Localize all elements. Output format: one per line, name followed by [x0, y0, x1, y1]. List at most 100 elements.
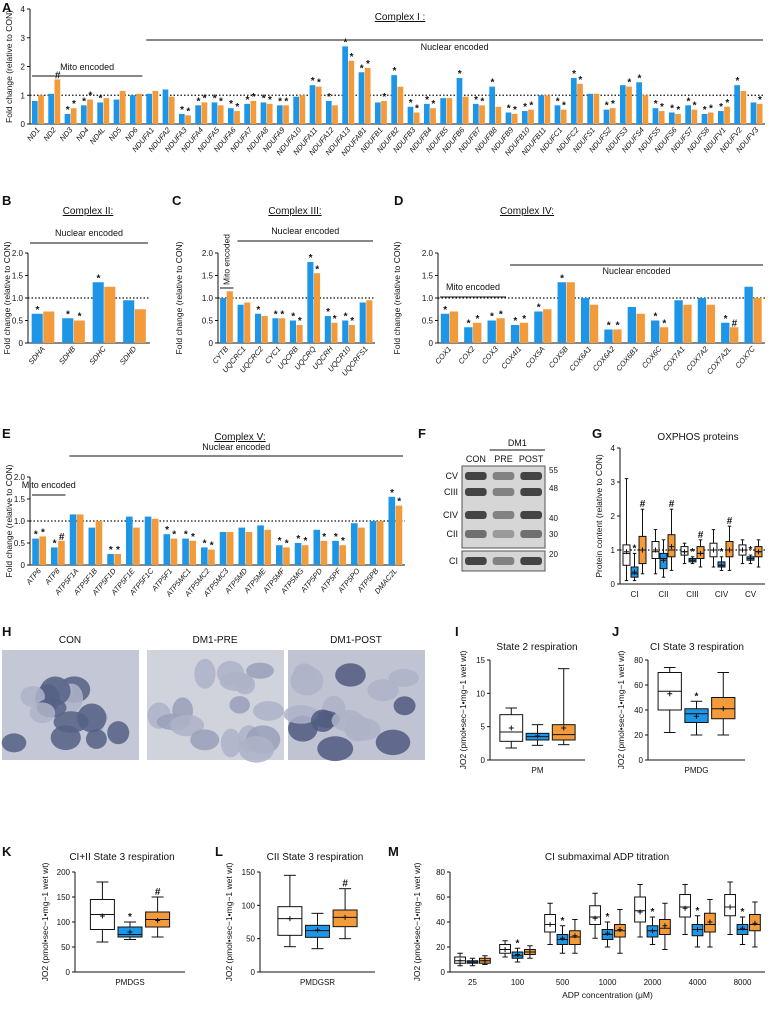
y-tick-label: 0 — [429, 339, 434, 348]
x-tick-label: PM — [532, 766, 544, 775]
bar — [706, 304, 715, 343]
bar — [73, 320, 85, 343]
bar — [307, 262, 314, 343]
significance-mark: * — [165, 525, 169, 536]
significance-mark: * — [523, 102, 527, 113]
significance-mark: * — [724, 314, 728, 325]
bar — [70, 108, 77, 124]
bar — [162, 89, 169, 124]
significance-mark: * — [285, 538, 289, 549]
y-tick-label: 1.0 — [14, 517, 26, 526]
mean-marker — [99, 913, 105, 919]
x-tick-label: COX7A2L — [705, 345, 734, 377]
significance-mark: * — [561, 916, 565, 927]
significance-mark: * — [278, 536, 282, 547]
x-tick-label: COX4I1 — [499, 345, 523, 371]
y-tick-label: 100 — [242, 901, 256, 910]
blot-band — [465, 557, 487, 565]
panel-letter: B — [2, 193, 11, 208]
bracket-label: Mito encoded — [60, 62, 114, 72]
mean-marker — [727, 904, 733, 910]
mean-marker — [756, 549, 762, 555]
mean-marker — [605, 930, 610, 936]
bar — [701, 113, 708, 124]
panel-letter: G — [592, 426, 602, 441]
significance-mark: * — [317, 78, 321, 89]
mean-marker — [482, 958, 488, 964]
significance-mark: * — [467, 318, 471, 329]
bar — [257, 525, 264, 565]
y-tick-label: 60 — [634, 681, 643, 690]
significance-mark: * — [303, 536, 307, 547]
panel-letter: M — [388, 844, 399, 859]
y-tick-label: 150 — [57, 893, 71, 902]
significance-mark: * — [392, 66, 396, 77]
marker-label: 20 — [549, 550, 558, 559]
bar — [31, 313, 43, 343]
significance-mark: * — [474, 95, 478, 106]
lane-label: POST — [519, 454, 544, 464]
marker-label: 30 — [549, 530, 558, 539]
significance-mark: # — [732, 318, 738, 329]
mean-marker — [287, 916, 293, 922]
bar — [487, 320, 496, 343]
bar — [366, 300, 373, 343]
mean-marker — [690, 557, 695, 563]
significance-mark: * — [443, 305, 447, 316]
significance-mark: * — [256, 305, 260, 316]
band-label: CII — [446, 529, 458, 539]
significance-mark: * — [66, 105, 70, 116]
bar — [294, 543, 302, 565]
significance-mark: * — [180, 105, 184, 116]
bar — [538, 95, 544, 124]
significance-mark: * — [397, 497, 401, 508]
significance-mark: * — [605, 101, 609, 112]
muscle-fiber — [253, 701, 284, 721]
x-tick-label: PMDGS — [115, 978, 144, 987]
bar — [97, 102, 103, 124]
bar — [123, 300, 135, 343]
mean-marker — [662, 923, 668, 929]
significance-mark: * — [409, 98, 413, 109]
bar — [642, 95, 649, 124]
significance-mark: * — [291, 312, 295, 323]
panel-letter: E — [2, 426, 11, 441]
muscle-fiber — [393, 696, 416, 716]
significance-mark: * — [654, 312, 658, 323]
bar — [58, 540, 65, 565]
y-tick-label: 0.5 — [202, 317, 214, 326]
significance-mark: * — [662, 318, 666, 329]
mean-marker — [695, 927, 700, 932]
significance-mark: * — [366, 59, 370, 70]
bar — [652, 108, 659, 124]
y-tick-label: 2.0 — [14, 473, 26, 482]
significance-mark: * — [311, 76, 315, 87]
x-tick-label: 25 — [468, 978, 477, 987]
significance-mark: * — [350, 52, 354, 63]
panel-letter: C — [172, 193, 182, 208]
significance-mark: # — [59, 532, 65, 543]
panel-letter: A — [2, 0, 12, 15]
bar — [505, 112, 512, 124]
bar — [31, 101, 38, 124]
marker-label: 48 — [549, 484, 558, 493]
muscle-fiber — [229, 696, 250, 714]
x-tick-label: ND1 — [25, 126, 42, 143]
x-tick-label: CIII — [686, 590, 698, 599]
bar — [750, 102, 757, 124]
significance-mark: * — [203, 93, 207, 104]
box — [589, 905, 601, 925]
significance-mark: * — [82, 96, 86, 107]
band-label: CIV — [443, 510, 458, 520]
y-tick-label: 3 — [611, 478, 616, 487]
y-tick-label: 5 — [481, 723, 486, 732]
bar — [734, 85, 740, 124]
x-tick-label: 8000 — [734, 978, 752, 987]
significance-mark: * — [78, 312, 82, 323]
x-tick-label: ATP6 — [24, 566, 44, 587]
bar — [211, 102, 218, 124]
bar — [397, 86, 404, 124]
bar — [519, 322, 529, 343]
blot-band — [492, 511, 515, 519]
y-tick-label: 0 — [611, 580, 616, 589]
